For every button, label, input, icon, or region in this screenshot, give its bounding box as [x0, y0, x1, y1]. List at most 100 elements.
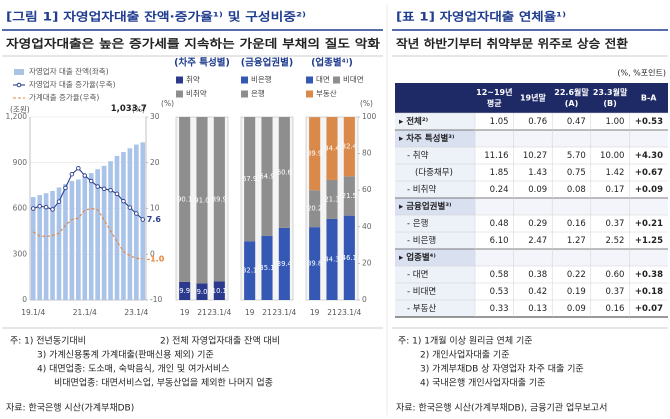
- x-tick-label: 23.1/4: [337, 308, 361, 317]
- cell-value: 0.47: [567, 117, 586, 127]
- cell-value: 0.16: [567, 219, 586, 229]
- value-label: 39.4: [277, 260, 292, 268]
- line-marker: [56, 199, 62, 204]
- row-label: - 은행: [407, 218, 428, 229]
- cell-value: 5.70: [567, 151, 586, 161]
- cell-value: 0.60: [605, 270, 624, 280]
- x-tick-label: 21: [327, 308, 337, 317]
- y2-axis-label: (%): [132, 105, 145, 114]
- y-axis-label: (조원): [10, 105, 30, 114]
- bar-segment: [244, 117, 256, 242]
- bar-segment: [278, 117, 290, 228]
- section-row: [475, 198, 668, 215]
- x-tick-label: 23.1/4: [124, 308, 148, 317]
- bar: [43, 193, 49, 300]
- x-tick-label: 19: [180, 308, 190, 317]
- cell-value: 1.27: [567, 236, 586, 246]
- cell-value: 11.16: [484, 151, 508, 161]
- cell-value: 1.05: [490, 117, 509, 127]
- cell-value: 0.16: [605, 304, 624, 314]
- table-header: [395, 83, 668, 113]
- section-row: [475, 249, 668, 266]
- bar-segment: [179, 117, 191, 282]
- y-tick-label: 900: [13, 158, 28, 167]
- bar-segment: [326, 179, 338, 219]
- cell-value: 0.42: [528, 287, 547, 297]
- value-label: 32.1: [242, 267, 257, 275]
- cell-value: 0.08: [567, 185, 586, 195]
- line-marker: [108, 187, 113, 193]
- y2-tick-label: 30: [150, 112, 160, 121]
- y2-tick-label: 0: [150, 249, 155, 258]
- line-marker: [76, 165, 81, 171]
- bar: [37, 195, 42, 300]
- legend-swatch: [333, 76, 340, 84]
- label-cell: [395, 215, 475, 232]
- bar: [63, 184, 68, 300]
- value-label: 64.9: [259, 172, 274, 180]
- row-label: - 대면: [407, 269, 428, 280]
- line-marker: [50, 207, 55, 212]
- label-cell: [395, 249, 475, 266]
- cell-value: 0.09: [567, 304, 586, 314]
- column-header: 평균: [487, 98, 502, 108]
- y-tick-label: 20: [362, 258, 372, 267]
- row-label: (다중채무): [415, 167, 453, 178]
- value-label: 1,033.7: [111, 104, 147, 114]
- note: 2) 개인사업자대출 기준: [420, 350, 509, 361]
- bar-segment: [261, 235, 273, 300]
- line-marker: [43, 204, 49, 210]
- line-marker: [95, 184, 100, 189]
- value-label: 89.9: [212, 195, 227, 203]
- cell-value: 0.09: [528, 185, 547, 195]
- legend-swatch: [241, 76, 248, 84]
- cell-value: +0.67: [635, 168, 663, 178]
- x-tick-label: 21.1/4: [73, 308, 97, 317]
- cell-value: 1.43: [528, 168, 547, 178]
- legend-label: 비취약: [186, 88, 207, 98]
- cell-value: 0.33: [490, 304, 509, 314]
- note: 주: 1) 1개월 이상 원리금 연체 기준: [398, 335, 533, 347]
- bar-segment: [343, 215, 355, 300]
- cell-value: 1.00: [605, 117, 624, 127]
- table-unit: (%, %포인트): [617, 68, 666, 78]
- value-label: -1.0: [147, 254, 165, 263]
- note: 4) 대면업종: 도소매, 숙박음식, 개인 및 여가서비스: [37, 363, 229, 375]
- table-subtitle: 작년 하반기부터 취약부문 위주로 상승 전환: [396, 37, 628, 51]
- cell-value: 0.29: [528, 219, 547, 229]
- column-header: (A): [565, 99, 579, 108]
- line-marker: [140, 217, 146, 222]
- y-tick-label: 300: [13, 249, 28, 258]
- value-label: 60.6: [277, 168, 292, 176]
- value-label: 91.0: [194, 196, 209, 204]
- note: 3) 가계신용통계 가계대출(판매신용 제외) 기준: [37, 349, 214, 361]
- bar: [50, 190, 55, 300]
- value-label: 20.2: [307, 205, 322, 213]
- value-label: 44.3: [324, 255, 339, 263]
- legend-label: 가계대출 증가율(우축): [29, 92, 99, 102]
- bar: [76, 179, 81, 300]
- legend-swatch: [16, 82, 22, 88]
- bar-segment: [213, 117, 225, 282]
- cell-value: 10.27: [523, 151, 547, 161]
- line-marker: [69, 171, 75, 177]
- note: 주: 1) 전년동기대비: [10, 336, 86, 347]
- section-row: [475, 130, 668, 147]
- legend-label: 대면: [316, 74, 330, 84]
- y2-tick-label: 10: [150, 204, 160, 213]
- column-header: 22.6월말: [554, 87, 589, 97]
- y-tick-label: 80: [362, 149, 372, 158]
- column-header: 19년말: [520, 93, 546, 103]
- figure-title: [그림 1] 자영업자대출 잔액·증가율¹⁾ 및 구성비중²⁾: [6, 10, 306, 24]
- value-label: 67.9: [242, 175, 257, 183]
- label-cell: [395, 130, 475, 147]
- y-tick-label: 0: [362, 295, 367, 304]
- bar-segment: [326, 218, 338, 300]
- row-label: - 부동산: [407, 303, 436, 314]
- cell-value: +0.09: [635, 185, 663, 195]
- bar-segment: [309, 190, 321, 228]
- bar-segment: [326, 117, 338, 180]
- legend-swatch: [306, 76, 313, 84]
